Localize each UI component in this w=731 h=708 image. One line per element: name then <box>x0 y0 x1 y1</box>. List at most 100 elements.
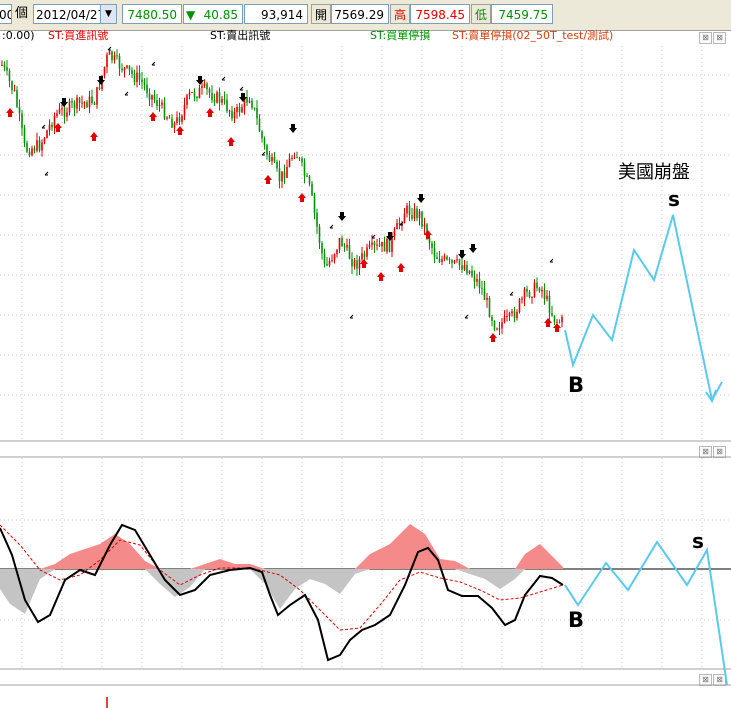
buy-arrow-icon <box>544 318 552 327</box>
candle-body <box>91 96 93 103</box>
candle-body <box>321 243 323 254</box>
legend-prefix: :0.00) <box>2 29 35 42</box>
sell-arrow-icon <box>386 232 394 241</box>
date-select[interactable]: 2012/04/27 ▼ <box>33 4 117 24</box>
buy-arrow-icon <box>489 333 497 342</box>
sell-arrow-icon <box>196 76 204 85</box>
candle-body <box>73 102 76 109</box>
buy-arrow-icon <box>90 132 98 141</box>
candle-body <box>211 92 213 101</box>
candle-body <box>98 87 101 90</box>
candle-body <box>46 130 48 139</box>
candle-body <box>506 315 508 317</box>
candle-body <box>496 328 498 330</box>
buy-arrow-icon <box>206 108 214 117</box>
candle-body <box>531 296 533 298</box>
unit-label: 個 <box>15 6 29 21</box>
candle-body <box>306 175 308 177</box>
stop-tick-icon <box>239 86 244 91</box>
candle-body <box>246 97 248 103</box>
candle-body <box>16 90 18 107</box>
main-oscillator-line <box>0 523 564 662</box>
candle-body <box>346 244 348 248</box>
sell-arrow-icon <box>338 212 346 221</box>
buy-arrow-icon <box>227 137 235 146</box>
sell-point-label: s <box>668 187 680 211</box>
minimize-panel-icon[interactable]: ⊠ <box>699 674 712 686</box>
candle-body <box>81 102 83 104</box>
candle-body <box>388 239 391 253</box>
candle-body <box>271 157 273 162</box>
stop-tick-icon <box>41 124 46 129</box>
candle-body <box>201 85 203 88</box>
grid-lines <box>0 46 731 668</box>
candle-body <box>408 205 411 216</box>
candle-body <box>113 55 116 61</box>
candle-body <box>141 79 143 83</box>
stop-tick-icon <box>399 221 404 226</box>
candle-body <box>161 102 163 105</box>
candle-body <box>473 276 476 282</box>
candle-body <box>256 107 258 119</box>
candle-body <box>293 157 296 159</box>
candle-body <box>418 211 421 219</box>
partial-field[interactable]: 00 <box>0 4 12 24</box>
candle-body <box>393 229 396 237</box>
candle-body <box>106 54 108 67</box>
candle-body <box>351 258 353 267</box>
high-value: 7598.45 <box>410 4 470 24</box>
candle-body <box>26 142 28 152</box>
panel-borders <box>0 440 731 708</box>
candle-body <box>441 259 443 263</box>
candle-body <box>413 208 416 219</box>
sell-arrow-icon <box>417 194 425 203</box>
candle-body <box>76 97 78 109</box>
candle-body <box>288 158 291 167</box>
candle-body <box>123 67 126 71</box>
candle-body <box>561 316 563 323</box>
candle-body <box>488 298 491 318</box>
candle-body <box>466 265 468 274</box>
candle-body <box>166 117 168 119</box>
chevron-down-icon[interactable]: ▼ <box>100 5 116 23</box>
close-panel-icon[interactable]: ⊠ <box>713 32 726 44</box>
candle-body <box>421 211 423 227</box>
candle-body <box>143 82 146 85</box>
candle-body <box>443 256 446 260</box>
candle-body <box>276 162 278 169</box>
minimize-panel-icon[interactable]: ⊠ <box>699 32 712 44</box>
candle-body <box>386 239 388 252</box>
oscillator-positive-area <box>0 524 563 569</box>
candle-body <box>21 113 23 129</box>
candle-body <box>116 55 118 57</box>
oscillator-negative-area <box>0 569 563 614</box>
signal-markers <box>6 46 561 342</box>
candle-body <box>111 51 113 61</box>
candle-body <box>258 118 261 132</box>
candle-body <box>516 312 518 319</box>
candle-body <box>311 183 313 196</box>
candle-body <box>18 106 21 114</box>
candle-body <box>363 253 366 257</box>
candle-body <box>478 278 481 288</box>
candle-body <box>383 241 386 252</box>
stop-tick-icon <box>261 151 266 156</box>
candle-body <box>371 242 373 245</box>
candle-body <box>298 157 301 159</box>
candle-body <box>368 244 371 248</box>
candle-body <box>376 244 378 246</box>
candle-body <box>403 213 406 224</box>
candle-body <box>208 89 211 93</box>
candle-body <box>431 243 433 248</box>
high-label: 高 <box>390 4 410 24</box>
candle-body <box>251 100 253 108</box>
candle-body <box>56 113 58 116</box>
candle-body <box>51 124 53 128</box>
stop-tick-icon <box>124 91 129 96</box>
candle-body <box>338 237 341 250</box>
candle-body <box>226 99 228 112</box>
candle-body <box>336 249 338 255</box>
candle-body <box>36 140 38 151</box>
candle-body <box>283 171 286 178</box>
candle-body <box>88 96 91 108</box>
